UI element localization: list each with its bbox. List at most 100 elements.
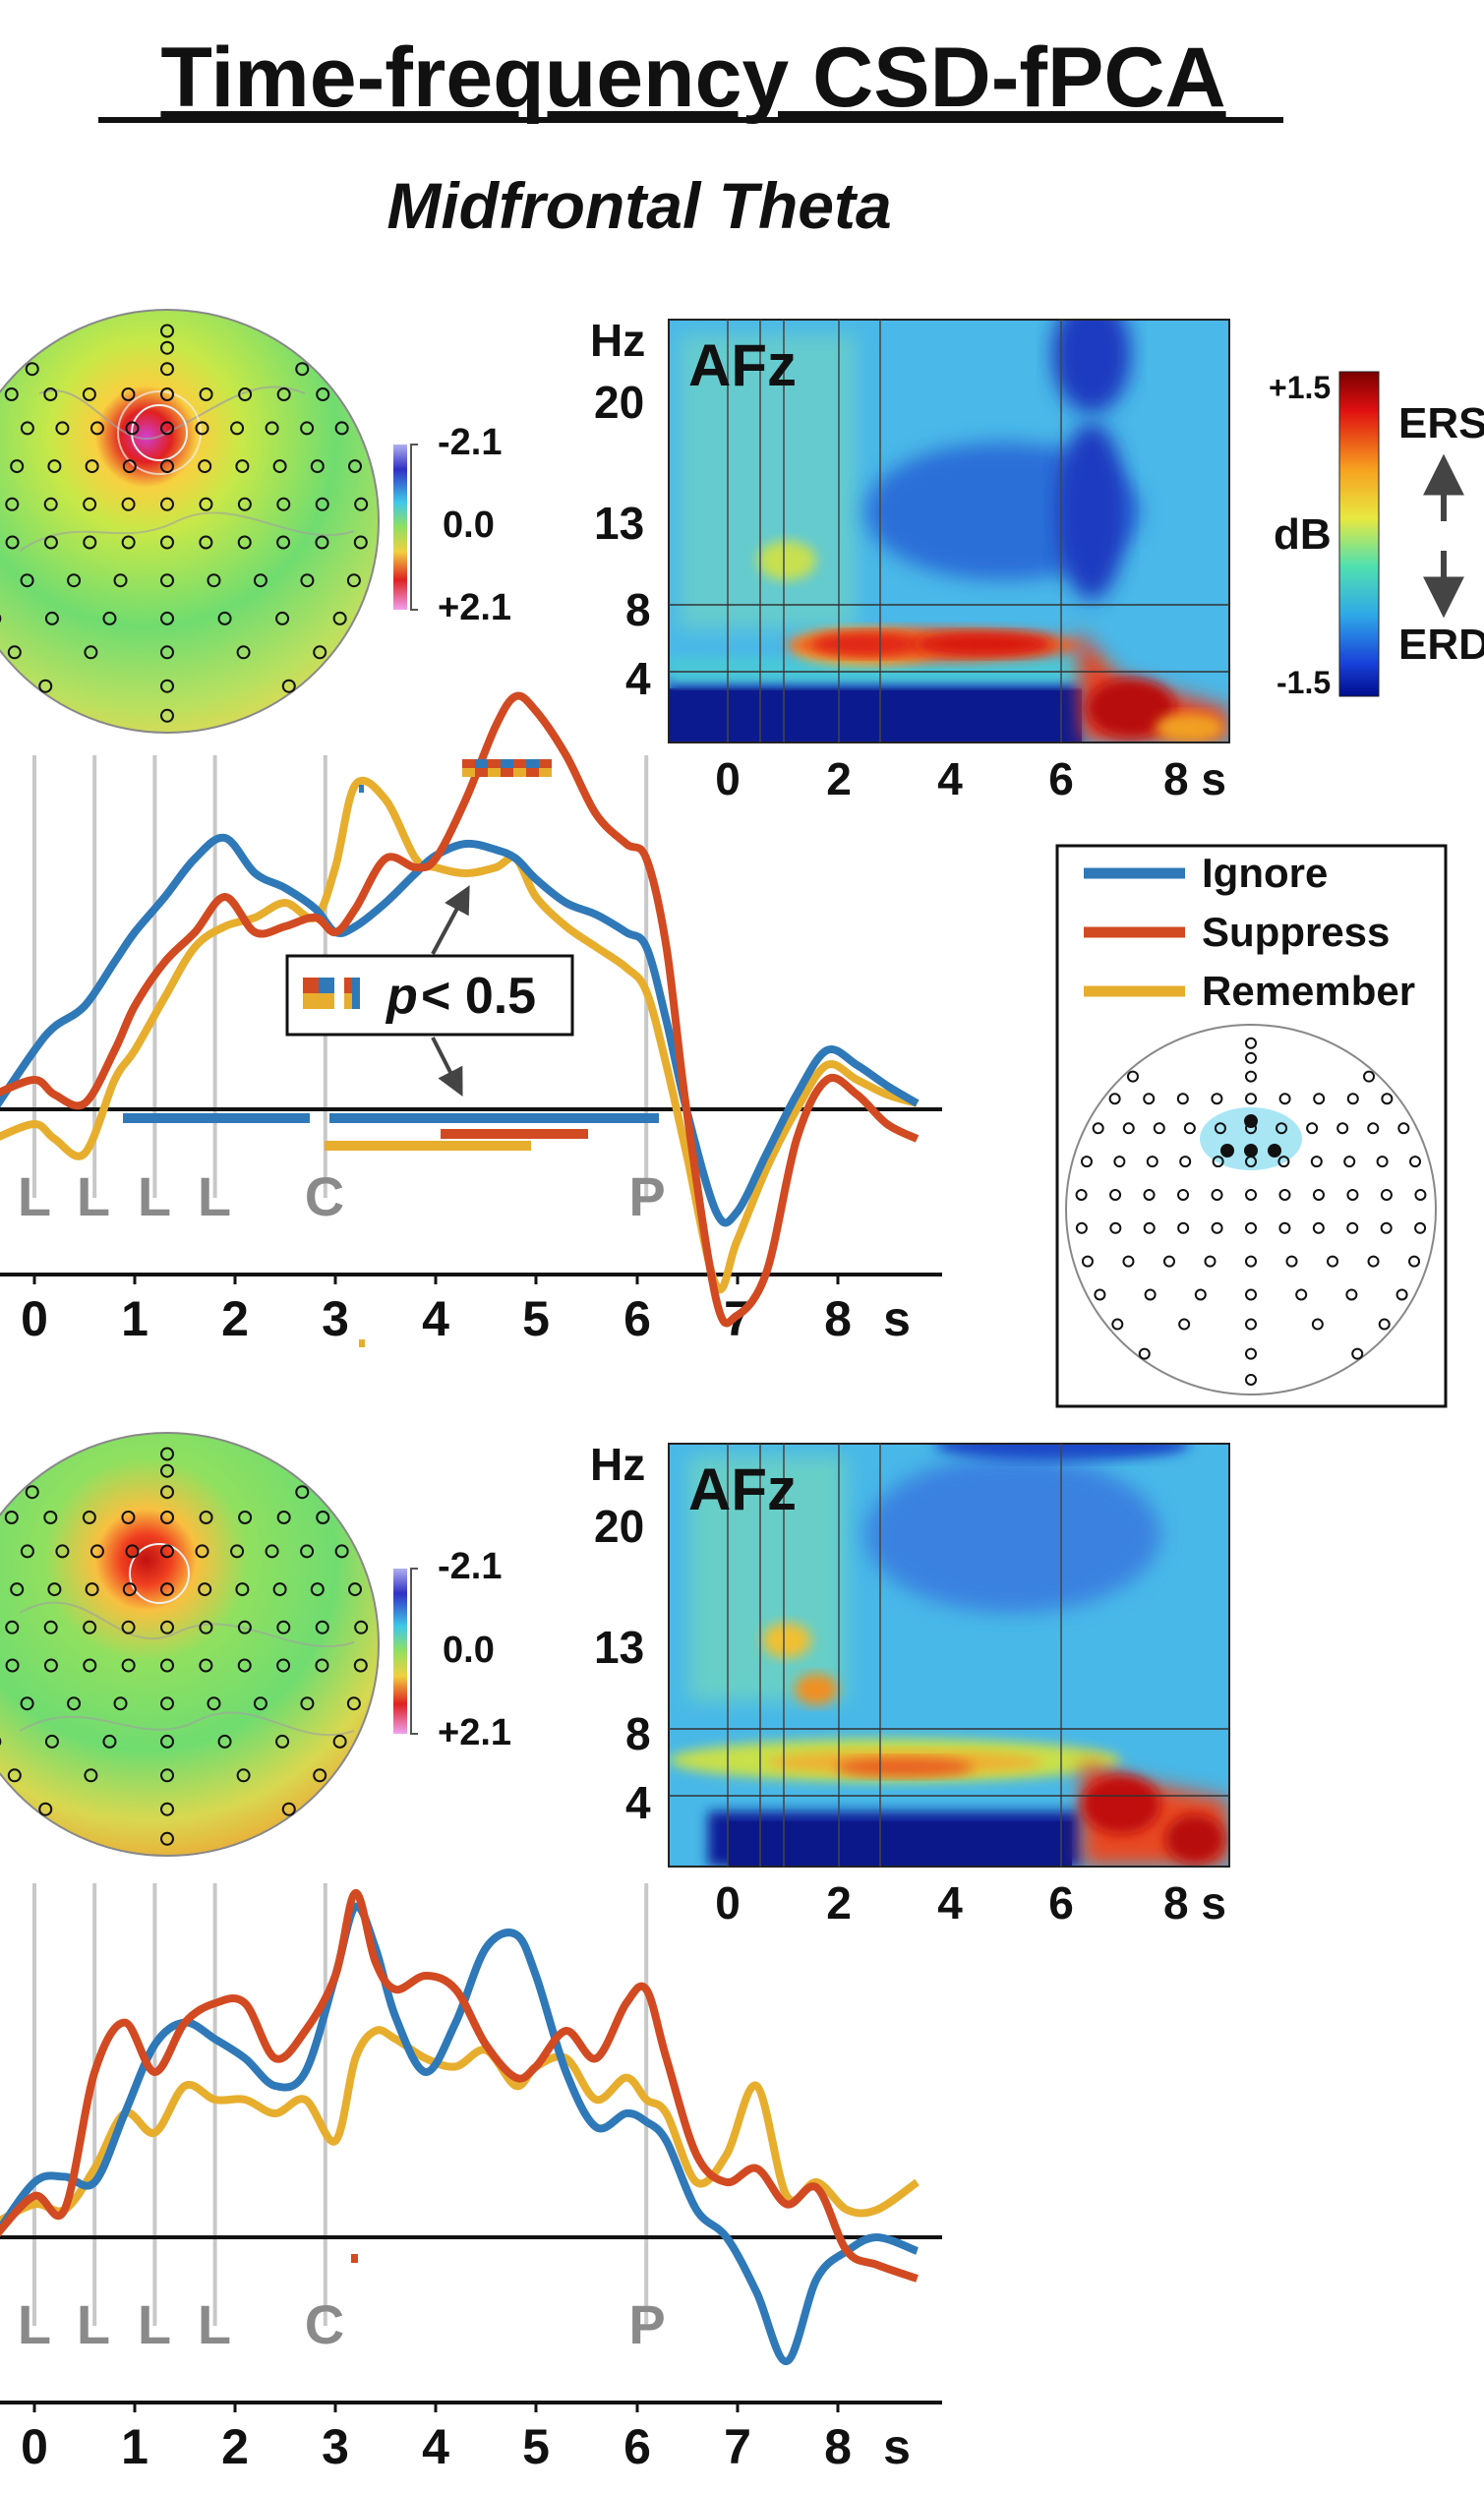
electrode — [237, 1620, 252, 1634]
topo-cbar-tick-min: -2.1 — [438, 422, 502, 463]
electrode — [1395, 1288, 1408, 1301]
electrode — [43, 387, 58, 401]
electrode — [5, 535, 20, 550]
sig-mark — [501, 759, 513, 768]
event-label: L — [198, 1165, 231, 1227]
electrode — [354, 497, 369, 511]
electrode — [160, 1447, 174, 1461]
electrode — [1380, 1221, 1393, 1234]
electrode — [1311, 1318, 1324, 1331]
electrode — [1245, 1221, 1257, 1234]
electrode — [207, 573, 221, 588]
topo-cbar-tick-min-b: -2.1 — [438, 1546, 502, 1587]
electrode — [1276, 1122, 1288, 1135]
event-label: P — [628, 1165, 665, 1227]
electrode — [230, 1544, 245, 1559]
figure-title: Time-frequency CSD-fPCA — [160, 30, 1225, 125]
electrode — [354, 1620, 369, 1634]
electrode — [1178, 1318, 1191, 1331]
electrode — [1245, 1373, 1257, 1386]
electrode — [84, 1768, 98, 1783]
electrode — [316, 1511, 330, 1524]
electrode — [1094, 1288, 1106, 1301]
topomap-bottom — [0, 1432, 380, 1857]
electrode — [83, 1620, 97, 1634]
electrode — [4, 387, 19, 401]
electrode — [160, 1696, 174, 1711]
electrode — [1179, 1156, 1192, 1168]
roi-electrode — [1244, 1144, 1258, 1157]
spec-ytick-13-b: 13 — [594, 1622, 644, 1673]
x-tick-label: 2 — [221, 1291, 249, 1346]
electrode — [332, 1734, 347, 1749]
electrode — [1313, 1093, 1326, 1105]
electrode — [160, 1802, 174, 1816]
electrode — [1194, 1288, 1207, 1301]
electrode — [272, 1582, 287, 1597]
x-tick-label: 4 — [422, 2419, 449, 2474]
sig-mark — [462, 768, 475, 777]
event-label: C — [305, 2293, 344, 2355]
spec-xtick-4: 4 — [937, 753, 963, 804]
electrode — [1143, 1188, 1156, 1201]
electrode — [25, 362, 39, 377]
electrode — [5, 1620, 20, 1634]
electrode — [265, 421, 279, 436]
electrode — [1211, 1093, 1223, 1105]
electrode — [1343, 1156, 1356, 1168]
electrode — [160, 1463, 174, 1478]
electrode — [300, 1696, 315, 1711]
series-line-remember — [0, 2026, 920, 2226]
electrode — [160, 340, 174, 355]
electrode — [1351, 1347, 1364, 1360]
electrode — [1212, 1156, 1224, 1168]
electrode — [199, 1620, 213, 1634]
electrode — [160, 1658, 174, 1673]
electrode — [84, 645, 98, 660]
electrode — [230, 421, 245, 436]
electrode — [276, 387, 291, 401]
electrode — [82, 1511, 96, 1524]
electrode — [1245, 1070, 1257, 1083]
electrode — [235, 1582, 250, 1597]
x-tick-label: s — [883, 2419, 911, 2474]
sig-bar-ignore — [123, 1113, 310, 1123]
spec-xtick-2-b: 2 — [826, 1877, 852, 1929]
electrode — [121, 387, 136, 401]
electrode — [55, 421, 70, 436]
electrode — [1245, 1288, 1257, 1301]
electrode — [295, 1485, 310, 1500]
spec-xtick-0: 0 — [715, 753, 741, 804]
electrode — [300, 1544, 315, 1559]
electrode — [238, 387, 253, 401]
electrode — [316, 387, 330, 401]
electrode — [43, 535, 58, 550]
electrode — [1204, 1255, 1217, 1268]
spec-y-unit: Hz — [590, 315, 645, 366]
spec-xtick-0-b: 0 — [715, 1877, 741, 1929]
sig-mark — [513, 759, 526, 768]
electrode — [276, 497, 291, 511]
x-tick-label: 3 — [322, 1291, 349, 1346]
electrode — [160, 1582, 174, 1597]
electrode — [1075, 1221, 1088, 1234]
electrode — [199, 387, 213, 401]
spec-xtick-8s: 8 s — [1163, 753, 1226, 804]
electrode — [334, 421, 349, 436]
electrode — [253, 1696, 267, 1711]
electrode — [346, 1696, 361, 1711]
topomap-top — [0, 309, 380, 734]
electrode — [347, 459, 362, 474]
electrode — [44, 1734, 59, 1749]
series-line-ignore — [0, 1902, 920, 2365]
series-line-suppress — [0, 691, 920, 1328]
electrode — [1211, 1188, 1223, 1201]
sig-mark — [475, 768, 488, 777]
legend-label-remember: Remember — [1202, 968, 1415, 1014]
electrode — [238, 1511, 253, 1524]
x-tick-label: 7 — [724, 2419, 751, 2474]
electrode — [85, 459, 99, 474]
electrode — [237, 497, 252, 511]
electrode — [160, 679, 174, 693]
